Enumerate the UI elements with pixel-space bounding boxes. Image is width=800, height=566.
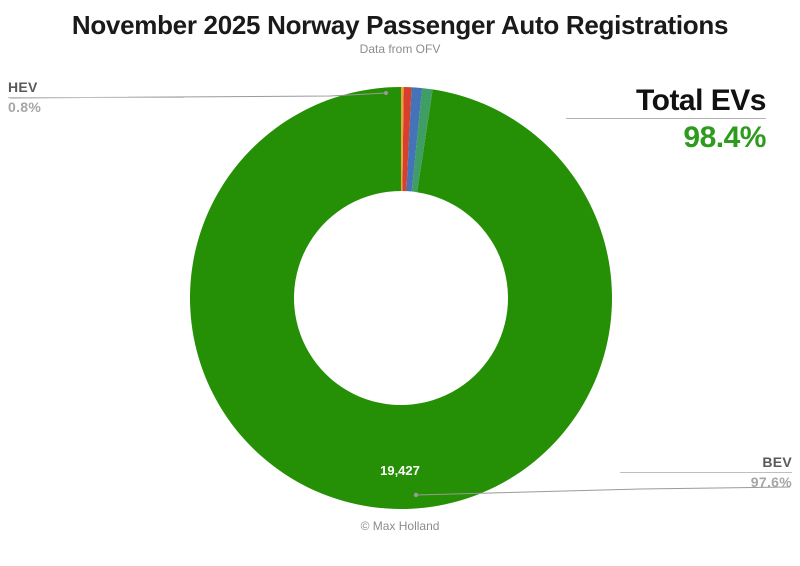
- callout-hev-rule: [8, 97, 184, 98]
- callout-bev-category: BEV: [762, 454, 792, 470]
- total-evs-value: 98.4%: [683, 121, 766, 154]
- leader-dot-bev: [413, 492, 419, 498]
- total-evs-rule: [566, 118, 766, 119]
- callout-hev-category: HEV: [8, 79, 38, 95]
- callout-hev: HEV 0.8%: [8, 80, 184, 116]
- donut-slice-petrol: [402, 87, 412, 192]
- callout-bev-percent: 97.6%: [750, 474, 792, 490]
- donut-slice-phev: [406, 87, 423, 192]
- footer-credit: © Max Holland: [360, 519, 440, 533]
- donut-slice-group: [190, 87, 612, 509]
- total-evs-label: Total EVs: [636, 84, 766, 117]
- donut-slice-diesel: [401, 87, 404, 192]
- slice-value-bev: 19,427: [380, 463, 420, 478]
- leader-line-bev: [415, 486, 791, 496]
- donut-slice-bev: [190, 87, 612, 509]
- donut-slice-hev: [411, 88, 433, 193]
- callout-hev-percent: 0.8%: [8, 99, 42, 115]
- chart-subtitle: Data from OFV: [359, 42, 441, 56]
- leader-dot-hev: [384, 91, 388, 95]
- callout-bev: BEV 97.6%: [620, 455, 792, 491]
- total-evs-annotation: Total EVs 98.4%: [566, 84, 767, 155]
- page-title: November 2025 Norway Passenger Auto Regi…: [71, 10, 729, 40]
- callout-bev-rule: [620, 472, 792, 473]
